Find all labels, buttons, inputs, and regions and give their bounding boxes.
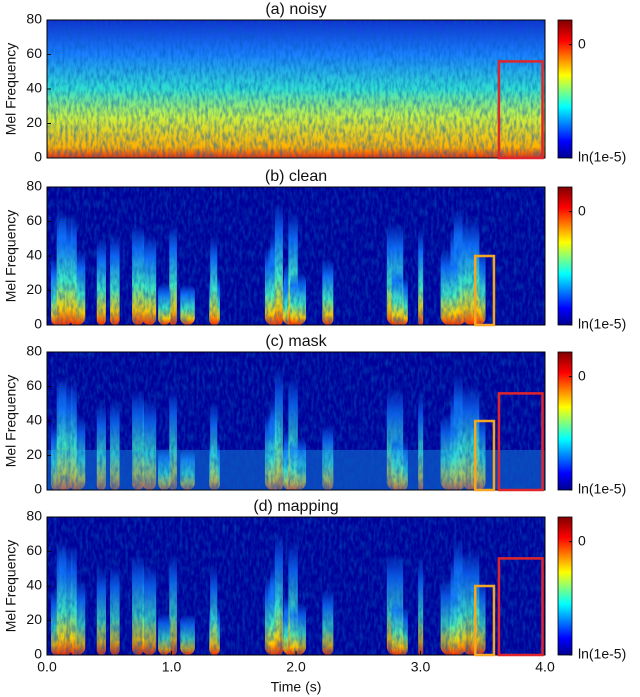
- spectrogram: [47, 187, 545, 325]
- grain: [47, 517, 545, 655]
- colorbar-tick-label: 0: [578, 35, 586, 51]
- y-tick-label: 60: [26, 542, 42, 558]
- y-tick-label: 40: [26, 412, 42, 428]
- grain: [47, 352, 545, 490]
- spectrogram: [47, 20, 545, 158]
- panel-title: (c) mask: [265, 333, 327, 350]
- y-tick-label: 20: [26, 114, 42, 130]
- y-axis-label: Mel Frequency: [3, 540, 19, 633]
- y-tick-label: 60: [26, 45, 42, 61]
- panel-title: (d) mapping: [253, 498, 338, 515]
- y-axis-label: Mel Frequency: [3, 43, 19, 136]
- highlight-box: [474, 254, 496, 327]
- colorbar-tick-label: ln(1e-5): [578, 316, 626, 332]
- y-tick-label: 40: [26, 247, 42, 263]
- x-axis-label: Time (s): [271, 679, 322, 695]
- x-tick-label: 3.0: [411, 659, 431, 675]
- y-tick-label: 80: [26, 343, 42, 359]
- y-tick-label: 0: [34, 149, 42, 165]
- colorbar-tick-label: ln(1e-5): [578, 149, 626, 165]
- colorbar: [557, 19, 573, 159]
- highlight-box: [474, 419, 496, 492]
- y-tick-label: 80: [26, 11, 42, 27]
- highlight-box: [497, 392, 544, 492]
- panel-title: (a) noisy: [265, 1, 326, 18]
- spectrogram: [47, 352, 545, 490]
- colorbar: [557, 351, 573, 491]
- y-tick-label: 20: [26, 611, 42, 627]
- y-tick-label: 40: [26, 80, 42, 96]
- highlight-box: [497, 557, 544, 657]
- y-tick-label: 0: [34, 646, 42, 662]
- y-tick-label: 0: [34, 481, 42, 497]
- y-axis-label: Mel Frequency: [3, 375, 19, 468]
- spectrogram: [47, 517, 545, 655]
- colorbar-tick-label: 0: [578, 532, 586, 548]
- x-tick-label: 0.0: [37, 659, 57, 675]
- highlight-box: [497, 60, 544, 160]
- y-tick-label: 20: [26, 446, 42, 462]
- colorbar-tick-label: 0: [578, 367, 586, 383]
- y-tick-label: 20: [26, 281, 42, 297]
- colorbar-tick-label: ln(1e-5): [578, 646, 626, 662]
- y-tick-label: 0: [34, 316, 42, 332]
- colorbar-tick-label: 0: [578, 202, 586, 218]
- x-tick-label: 4.0: [535, 659, 555, 675]
- grain: [47, 187, 545, 325]
- y-tick-label: 40: [26, 577, 42, 593]
- y-tick-label: 80: [26, 178, 42, 194]
- panel-title: (b) clean: [265, 168, 327, 185]
- grain: [47, 20, 545, 158]
- y-axis-label: Mel Frequency: [3, 210, 19, 303]
- y-tick-label: 60: [26, 377, 42, 393]
- x-tick-label: 2.0: [286, 659, 306, 675]
- colorbar-tick-label: ln(1e-5): [578, 481, 626, 497]
- y-tick-label: 80: [26, 508, 42, 524]
- y-tick-label: 60: [26, 212, 42, 228]
- colorbar: [557, 516, 573, 656]
- colorbar: [557, 186, 573, 326]
- highlight-box: [474, 584, 496, 657]
- x-tick-label: 1.0: [162, 659, 182, 675]
